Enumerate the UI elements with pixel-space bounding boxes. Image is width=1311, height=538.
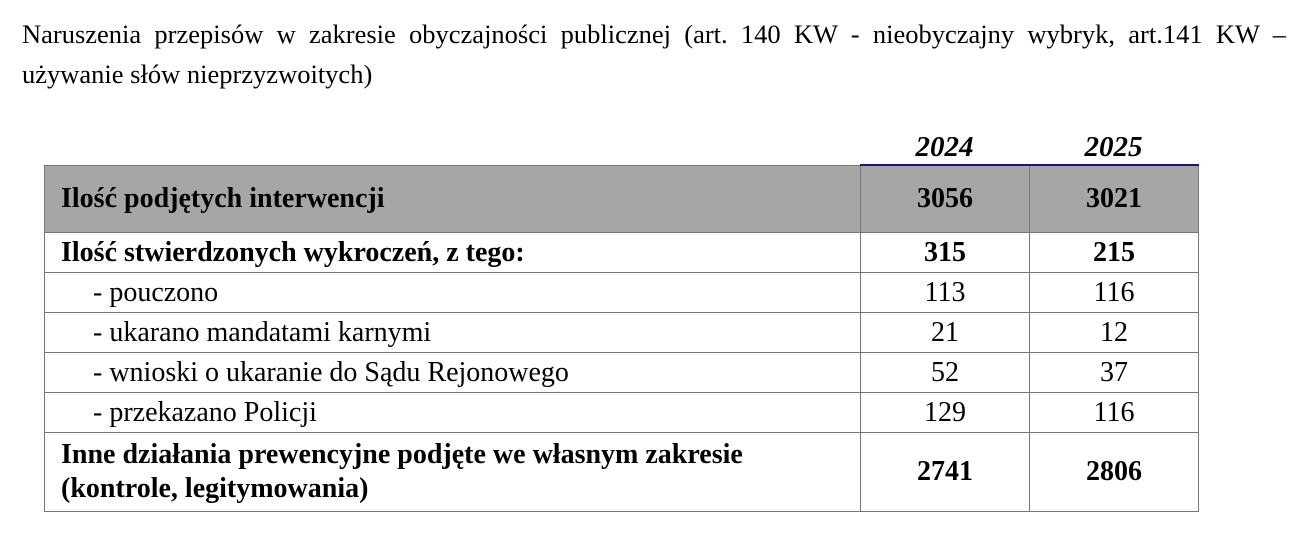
year-headers: 2024 2025 — [860, 128, 1198, 164]
row-label: - ukarano mandatami karnymi — [44, 312, 861, 353]
value-2024: 113 — [860, 272, 1030, 313]
document-title: Naruszenia przepisów w zakresie obyczajn… — [22, 19, 1286, 89]
table-row: - przekazano Policji 129 116 — [44, 392, 1199, 433]
table-row: Ilość stwierdzonych wykroczeń, z tego: 3… — [44, 232, 1199, 273]
value-2025: 3021 — [1029, 164, 1199, 233]
table-row: - pouczono 113 116 — [44, 272, 1199, 313]
row-label: Ilość podjętych interwencji — [44, 164, 861, 233]
row-label: - wnioski o ukaranie do Sądu Rejonowego — [44, 352, 861, 393]
year-header-2025: 2025 — [1084, 131, 1143, 163]
year-header-2024: 2024 — [915, 131, 974, 163]
value-2024: 52 — [860, 352, 1030, 393]
row-label: - pouczono — [44, 272, 861, 313]
table-row: - ukarano mandatami karnymi 21 12 — [44, 312, 1199, 353]
value-2025: 12 — [1029, 312, 1199, 353]
value-2025: 116 — [1029, 272, 1199, 313]
value-2024: 2741 — [860, 432, 1030, 512]
table-row: Ilość podjętych interwencji 3056 3021 — [44, 164, 1199, 233]
value-2025: 116 — [1029, 392, 1199, 433]
table-row: Inne działania prewencyjne podjęte we wł… — [44, 432, 1199, 512]
value-2024: 3056 — [860, 164, 1030, 233]
value-2025: 2806 — [1029, 432, 1199, 512]
table-row: - wnioski o ukaranie do Sądu Rejonowego … — [44, 352, 1199, 393]
row-label: Inne działania prewencyjne podjęte we wł… — [44, 432, 861, 512]
row-label: Ilość stwierdzonych wykroczeń, z tego: — [44, 232, 861, 273]
value-2024: 129 — [860, 392, 1030, 433]
row-label: - przekazano Policji — [44, 392, 861, 433]
value-2024: 21 — [860, 312, 1030, 353]
value-2025: 37 — [1029, 352, 1199, 393]
value-2024: 315 — [860, 232, 1030, 273]
statistics-table: Ilość podjętych interwencji 3056 3021 Il… — [44, 164, 1199, 512]
value-2025: 215 — [1029, 232, 1199, 273]
